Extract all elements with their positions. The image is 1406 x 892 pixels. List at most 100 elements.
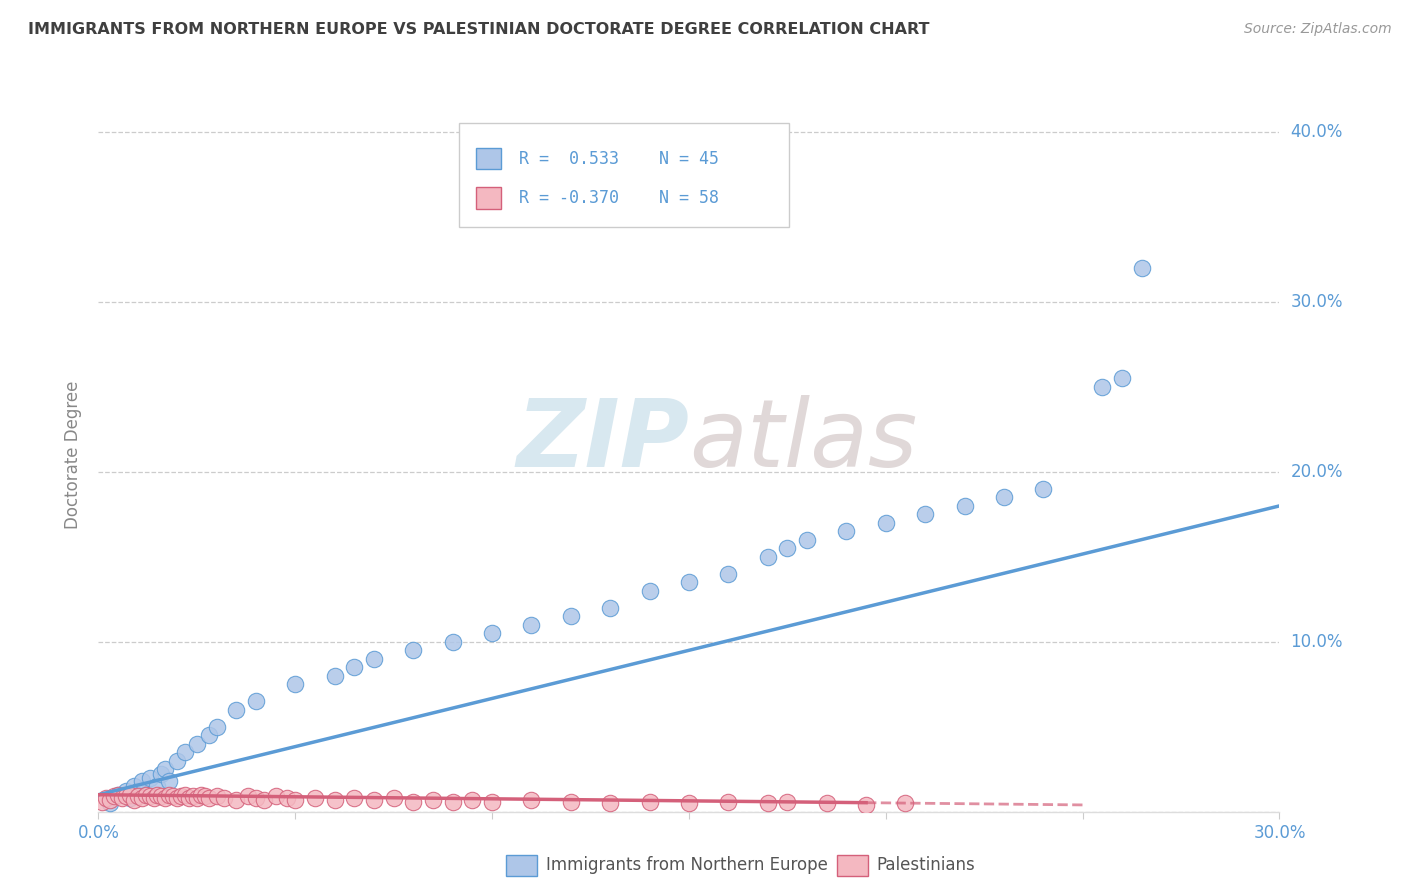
Point (122, 779, 145, 793)
Point (717, 566, 740, 581)
Point (115, 784, 138, 798)
Point (186, 791, 208, 805)
Point (111, 791, 134, 805)
Point (343, 660, 366, 674)
Point (135, 788, 157, 802)
Y-axis label: Doctorate Degree: Doctorate Degree (65, 381, 83, 529)
Bar (477, 148, 501, 169)
Point (214, 791, 236, 805)
Point (599, 600, 621, 615)
Text: 30.0%: 30.0% (1291, 293, 1343, 311)
Point (638, 795, 661, 809)
Point (284, 677, 307, 691)
Point (205, 720, 228, 734)
Point (190, 788, 212, 802)
Point (155, 762, 177, 776)
Point (323, 669, 346, 683)
Point (323, 793, 346, 807)
Point (276, 791, 298, 805)
Point (107, 788, 129, 802)
Point (186, 737, 208, 751)
Point (166, 754, 188, 768)
Point (717, 795, 740, 809)
Point (245, 791, 267, 805)
Point (107, 788, 129, 802)
Text: 10.0%: 10.0% (1291, 632, 1343, 651)
Point (236, 789, 259, 804)
Text: atlas: atlas (689, 395, 917, 486)
Point (142, 791, 165, 805)
Point (98, 793, 121, 807)
Point (127, 784, 149, 798)
Point (343, 791, 366, 805)
Point (131, 791, 153, 805)
Point (174, 745, 197, 759)
Point (363, 793, 385, 807)
Point (875, 516, 897, 530)
Point (197, 728, 219, 742)
Point (138, 789, 160, 804)
Point (481, 626, 503, 640)
Point (756, 796, 779, 810)
Point (914, 508, 936, 522)
Point (520, 793, 543, 807)
Point (245, 694, 267, 708)
Point (441, 635, 464, 649)
Point (264, 789, 287, 804)
Point (157, 774, 180, 789)
Point (1130, 260, 1153, 275)
Point (177, 791, 200, 805)
Point (118, 791, 141, 805)
Point (796, 533, 818, 547)
Text: Source: ZipAtlas.com: Source: ZipAtlas.com (1244, 22, 1392, 37)
Text: Palestinians: Palestinians (876, 856, 974, 874)
Text: 20.0%: 20.0% (1291, 463, 1343, 481)
Point (756, 549, 779, 564)
Point (115, 789, 138, 804)
Point (855, 797, 877, 812)
Point (993, 491, 1015, 505)
Point (953, 499, 976, 513)
Point (894, 796, 917, 810)
Point (441, 795, 464, 809)
Point (131, 774, 153, 789)
Point (1032, 482, 1054, 496)
Point (122, 793, 145, 807)
Point (835, 524, 858, 539)
Point (560, 609, 582, 624)
Point (520, 617, 543, 632)
Point (253, 793, 276, 807)
Point (118, 788, 141, 802)
Point (1091, 380, 1114, 394)
Point (776, 541, 799, 556)
Point (150, 767, 173, 781)
Point (225, 703, 247, 717)
Point (304, 791, 326, 805)
Point (402, 643, 425, 657)
Point (638, 583, 661, 598)
Point (815, 796, 838, 810)
Point (205, 789, 228, 804)
Point (678, 796, 700, 810)
Point (150, 789, 173, 804)
Point (103, 789, 125, 804)
Text: 40.0%: 40.0% (1291, 123, 1343, 141)
Point (138, 771, 160, 785)
Point (461, 793, 484, 807)
Bar (458, 123, 789, 227)
Point (166, 791, 188, 805)
Point (363, 652, 385, 666)
Point (157, 788, 180, 802)
Point (181, 789, 204, 804)
Point (422, 793, 444, 807)
Point (146, 779, 169, 793)
Point (174, 788, 197, 802)
Text: ZIP: ZIP (516, 394, 689, 487)
Point (96, 791, 118, 805)
Point (135, 788, 157, 802)
Point (402, 795, 425, 809)
Point (155, 791, 177, 805)
Text: Immigrants from Northern Europe: Immigrants from Northern Europe (546, 856, 827, 874)
Point (146, 788, 169, 802)
Point (127, 789, 149, 804)
